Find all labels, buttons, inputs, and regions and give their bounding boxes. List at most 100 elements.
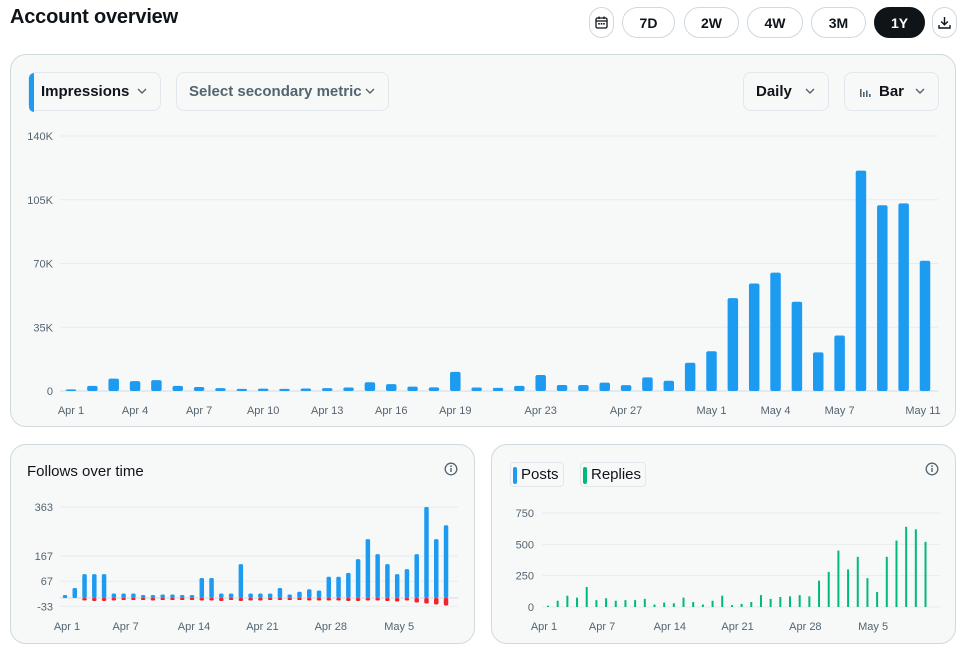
legend-replies-swatch	[583, 467, 587, 484]
x-tick-label: May 5	[384, 621, 414, 633]
x-tick-label: Apr 7	[186, 405, 212, 417]
y-tick-label: 35K	[33, 322, 53, 334]
x-tick-label: Apr 7	[112, 621, 138, 633]
replies-bar	[779, 596, 782, 607]
impressions-bar	[364, 382, 376, 391]
replies-bar	[701, 604, 704, 607]
follows-bar	[385, 564, 390, 598]
download-button[interactable]	[932, 7, 957, 38]
range-7d-button[interactable]: 7D	[622, 7, 675, 38]
replies-bar	[576, 597, 579, 607]
chevron-down-icon	[915, 88, 925, 94]
legend-replies-label: Replies	[591, 466, 642, 483]
follows-bar	[336, 576, 341, 598]
follows-bar	[219, 593, 224, 598]
impressions-bar	[87, 385, 98, 391]
replies-bar	[624, 600, 627, 607]
replies-bar	[653, 604, 656, 607]
impressions-bar	[514, 385, 525, 391]
impressions-bar	[151, 380, 162, 391]
range-2w-button[interactable]: 2W	[684, 7, 739, 38]
impressions-bar	[65, 389, 77, 391]
replies-bar	[924, 541, 927, 607]
impressions-bar	[770, 272, 781, 391]
replies-bar	[769, 598, 772, 607]
unfollows-bar	[150, 598, 156, 601]
follows-bar	[404, 569, 410, 598]
x-tick-label: Apr 1	[531, 621, 557, 633]
info-icon[interactable]	[444, 462, 458, 476]
impressions-bar	[834, 335, 845, 391]
unfollows-bar	[385, 598, 390, 602]
secondary-metric-dropdown[interactable]: Select secondary metric	[176, 72, 389, 111]
y-tick-label: 250	[516, 571, 534, 583]
follows-panel: Follows over time	[10, 444, 475, 644]
impressions-bar	[535, 374, 546, 391]
unfollows-bar	[101, 598, 107, 602]
impressions-bar	[343, 387, 354, 391]
primary-metric-dropdown[interactable]: Impressions	[28, 72, 161, 112]
follows-bar	[267, 593, 273, 598]
follows-bar	[228, 593, 234, 598]
unfollows-bar	[336, 598, 341, 601]
impressions-bar	[556, 384, 568, 391]
unfollows-bar	[140, 598, 146, 601]
follows-bar	[111, 593, 117, 598]
y-tick-label: 67	[41, 576, 53, 588]
impressions-chart: 0 35K 70K 105K 140K Apr 1 Apr 4 Apr 7 Apr 10 Apr …	[27, 131, 940, 417]
follows-bar	[179, 594, 185, 598]
unfollows-bar	[121, 598, 126, 601]
follows-bar	[131, 593, 136, 598]
x-tick-label: Apr 7	[589, 621, 615, 633]
legend-replies[interactable]: Replies	[580, 462, 646, 487]
replies-bar	[663, 602, 666, 607]
replies-bar	[885, 556, 888, 607]
y-tick-label: 70K	[33, 259, 53, 271]
x-tick-label: Apr 14	[178, 621, 210, 633]
unfollows-bar	[424, 598, 429, 604]
replies-bar	[547, 605, 549, 607]
x-tick-label: Apr 1	[58, 405, 84, 417]
follows-bar	[82, 574, 87, 598]
unfollows-bar	[111, 598, 117, 601]
unfollows-bar	[316, 598, 322, 601]
impressions-bar	[236, 388, 248, 391]
unfollows-bar	[131, 598, 136, 601]
impressions-bar	[471, 387, 482, 391]
follows-bar	[297, 591, 302, 598]
impressions-bar	[642, 377, 653, 391]
range-4w-button[interactable]: 4W	[747, 7, 803, 38]
follows-bar	[150, 594, 156, 598]
follows-bar	[140, 594, 146, 598]
replies-bar	[643, 598, 646, 607]
replies-bar	[682, 597, 685, 607]
unfollows-bar	[238, 598, 244, 602]
chart-type-dropdown[interactable]: Bar	[844, 72, 939, 111]
unfollows-bar	[277, 598, 283, 601]
unfollows-bar	[209, 598, 214, 601]
unfollows-bar	[228, 598, 234, 601]
calendar-button[interactable]	[589, 7, 614, 38]
replies-bar	[789, 596, 791, 607]
x-tick-label: May 4	[761, 405, 791, 417]
unfollows-bar	[189, 598, 195, 601]
legend-posts[interactable]: Posts	[510, 462, 564, 487]
follows-bar	[238, 564, 244, 598]
impressions-bar	[578, 384, 589, 391]
x-tick-label: May 5	[858, 621, 888, 633]
granularity-dropdown[interactable]: Daily	[743, 72, 829, 111]
replies-bar	[711, 600, 714, 607]
impressions-bar	[193, 386, 205, 391]
unfollows-bar	[170, 598, 175, 601]
info-icon[interactable]	[925, 462, 939, 476]
impressions-bar	[663, 380, 675, 391]
impressions-bar	[684, 362, 696, 391]
y-tick-label: 105K	[27, 195, 53, 207]
unfollows-bar	[307, 598, 312, 601]
range-1y-button[interactable]: 1Y	[874, 7, 925, 38]
follows-panel-title: Follows over time	[27, 463, 144, 480]
range-3m-button[interactable]: 3M	[811, 7, 866, 38]
impressions-bar	[407, 386, 418, 391]
unfollows-bar	[179, 598, 185, 601]
granularity-label: Daily	[756, 83, 792, 100]
